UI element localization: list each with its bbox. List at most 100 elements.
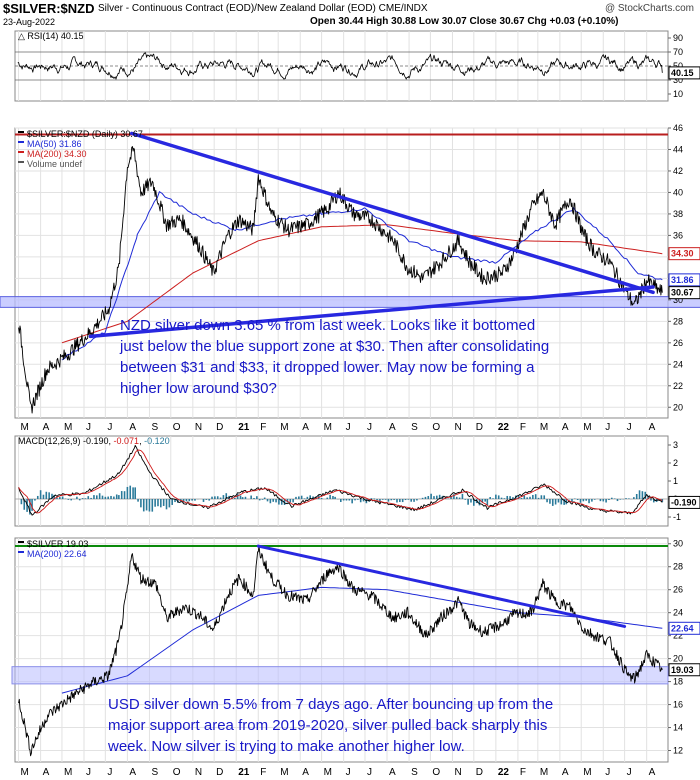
usd-x-label: M — [64, 767, 72, 778]
usd-x-label: 21 — [238, 767, 250, 778]
usd-price-line — [18, 545, 663, 757]
chart-date: 23-Aug-2022 — [3, 17, 56, 27]
usd-annotation-line: USD silver down 5.5% from 7 days ago. Af… — [108, 696, 553, 713]
usd-x-label: M — [324, 767, 332, 778]
usd-x-label: A — [129, 767, 136, 778]
nzd-x-label: J — [346, 422, 351, 433]
nzd-x-label: J — [86, 422, 91, 433]
nzd-x-label: A — [302, 422, 309, 433]
nzd-x-label: M — [64, 422, 72, 433]
nzd-support-zone — [0, 296, 700, 308]
usd-right-value-box — [668, 621, 700, 635]
usd-x-label: J — [627, 767, 632, 778]
nzd-y-label: 38 — [673, 209, 683, 219]
nzd-right-value-box — [668, 247, 700, 261]
nzd-x-label: A — [43, 422, 50, 433]
nzd-annotation-line: NZD silver down 3.65 % from last week. L… — [120, 317, 535, 334]
nzd-x-label: O — [173, 422, 181, 433]
usd-legend-label: $SILVER 19.03 — [27, 539, 88, 549]
nzd-y-label: 22 — [673, 381, 683, 391]
nzd-right-value-box — [668, 273, 700, 287]
macd-label-part: MACD(12,26,9) -0.190, — [18, 436, 114, 446]
usd-x-label: N — [454, 767, 461, 778]
nzd-annotation: NZD silver down 3.65 % from last week. L… — [119, 317, 549, 397]
macd-label-part: , — [139, 436, 144, 446]
nzd-legend-swatch — [18, 151, 24, 153]
nzd-y-label: 44 — [673, 144, 683, 154]
nzd-x-label: M — [540, 422, 548, 433]
rsi-last-value: 40.15 — [671, 68, 694, 78]
nzd-y-label: 24 — [673, 359, 683, 369]
nzd-legend-swatch — [18, 161, 24, 163]
rsi-y-label: 50 — [673, 61, 683, 71]
usd-x-label: O — [432, 767, 440, 778]
nzd-x-label: F — [260, 422, 266, 433]
nzd-legend-label: MA(200) 34.30 — [27, 149, 87, 159]
nzd-trendline-1 — [129, 131, 655, 295]
usd-y-label: 24 — [673, 608, 683, 618]
chart-description: Silver - Continuous Contract (EOD)/New Z… — [98, 3, 428, 14]
nzd-x-label: J — [107, 422, 112, 433]
usd-x-label: D — [476, 767, 483, 778]
macd-label: MACD(12,26,9) -0.190, -0.071, -0.120 — [18, 436, 170, 446]
macd-y-label: 2 — [673, 458, 678, 468]
nzd-x-label: M — [583, 422, 591, 433]
usd-x-label: O — [173, 767, 181, 778]
macd-y-label: 1 — [673, 476, 678, 486]
usd-right-value: 19.03 — [671, 665, 694, 675]
usd-x-label: M — [583, 767, 591, 778]
nzd-price-line — [18, 146, 663, 414]
usd-x-label: A — [43, 767, 50, 778]
usd-y-label: 16 — [673, 700, 683, 710]
nzd-x-label: A — [389, 422, 396, 433]
usd-x-label: J — [86, 767, 91, 778]
nzd-x-label: A — [129, 422, 136, 433]
usd-x-label: A — [302, 767, 309, 778]
nzd-right-value: 31.86 — [671, 275, 694, 285]
macd-y-label: 3 — [673, 440, 678, 450]
usd-x-label: S — [151, 767, 158, 778]
usd-right-value-box — [668, 663, 700, 677]
nzd-annotation-line: between $31 and $33, it dropped lower. M… — [120, 359, 535, 376]
usd-legend-swatch — [18, 551, 24, 553]
nzd-x-label: J — [627, 422, 632, 433]
rsi-label: △ RSI(14) 40.15 — [18, 31, 83, 41]
usd-legend-swatch — [18, 541, 24, 543]
nzd-x-label: M — [280, 422, 288, 433]
usd-y-label: 20 — [673, 654, 683, 664]
nzd-annotation-line: just below the blue support zone at $30.… — [119, 338, 549, 355]
nzd-x-label: M — [21, 422, 29, 433]
usd-support-zone — [11, 666, 669, 685]
usd-x-label: M — [280, 767, 288, 778]
nzd-y-label: 28 — [673, 316, 683, 326]
nzd-ma200-line — [61, 224, 663, 344]
nzd-y-label: 46 — [673, 123, 683, 133]
nzd-y-label: 36 — [673, 230, 683, 240]
usd-x-label: J — [605, 767, 610, 778]
nzd-x-label: N — [195, 422, 202, 433]
rsi-line — [17, 52, 663, 80]
usd-x-label: M — [21, 767, 29, 778]
nzd-legend-swatch — [18, 131, 24, 133]
usd-annotation-line: week. Now silver is trying to make anoth… — [107, 738, 465, 755]
usd-x-label: S — [411, 767, 418, 778]
nzd-y-label: 40 — [673, 187, 683, 197]
rsi-y-label: 90 — [673, 33, 683, 43]
usd-y-label: 30 — [673, 539, 683, 549]
usd-annotation-line: major support area from 2019-2020, silve… — [108, 717, 547, 734]
usd-legend-label: MA(200) 22.64 — [27, 549, 87, 559]
rsi-y-label: 70 — [673, 47, 683, 57]
usd-y-label: 22 — [673, 631, 683, 641]
macd-label-part: -0.120 — [144, 436, 170, 446]
macd-last-value: -0.190 — [671, 497, 697, 507]
nzd-legend-label: Volume undef — [27, 159, 83, 169]
usd-right-value: 22.64 — [671, 623, 694, 633]
nzd-x-label: S — [411, 422, 418, 433]
nzd-ma50-line — [61, 191, 663, 361]
nzd-x-label: M — [324, 422, 332, 433]
nzd-panel-frame — [14, 127, 669, 419]
nzd-x-label: N — [454, 422, 461, 433]
nzd-right-value: 34.30 — [671, 249, 694, 259]
usd-x-label: N — [195, 767, 202, 778]
usd-x-label: A — [389, 767, 396, 778]
